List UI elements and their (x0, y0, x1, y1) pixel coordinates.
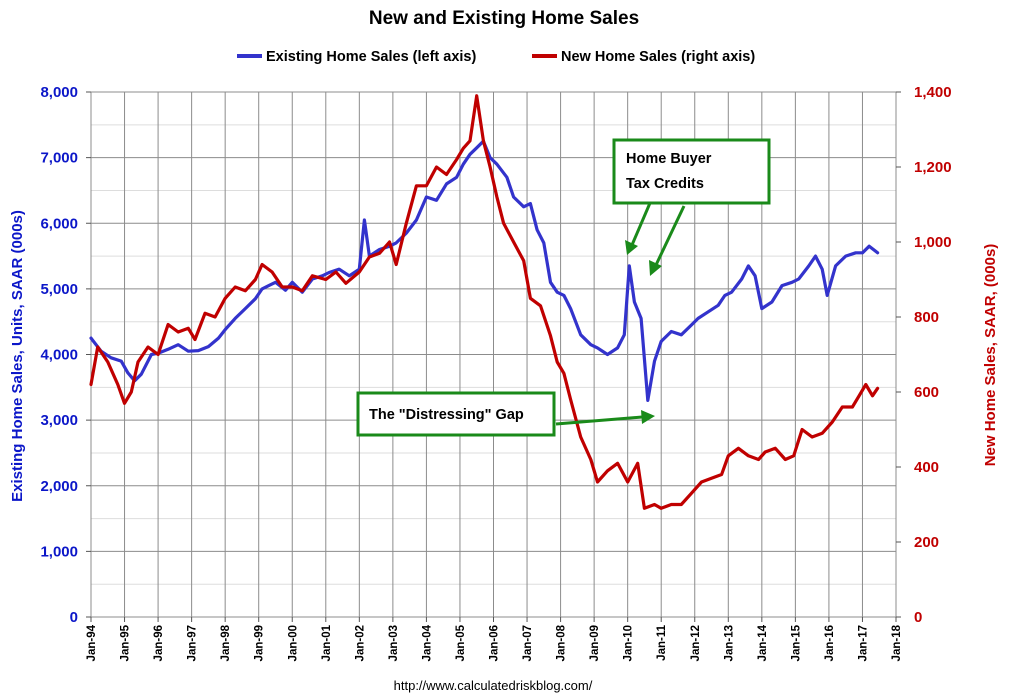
annotation-gap-text: The "Distressing" Gap (369, 407, 524, 423)
left-tick-label: 0 (70, 609, 78, 626)
right-axis-ticks: 0 200 400 600 800 1,000 1,200 1,400 (896, 84, 952, 626)
annotation-box-tax-credits (612, 138, 771, 205)
x-tick-label: Jan-16 (824, 625, 836, 661)
x-tick-label: Jan-13 (723, 625, 735, 661)
annotation-box-gap (356, 391, 556, 437)
annotation-tax-credits-line1: Home Buyer (626, 151, 712, 167)
x-tick-label: Jan-04 (421, 624, 433, 661)
annotation-arrow-gap (555, 415, 643, 426)
series-new-home-sales (89, 94, 880, 510)
x-tick-label: Jan-12 (690, 625, 702, 661)
right-tick-label: 1,400 (914, 84, 952, 101)
legend-label-new: New Home Sales (right axis) (561, 49, 755, 65)
x-tick-label: Jan-06 (489, 625, 501, 661)
x-tick-label: Jan-17 (857, 625, 869, 661)
x-tick-label: Jan-18 (891, 624, 903, 661)
grid (90, 91, 897, 618)
right-tick-label: 1,000 (914, 234, 952, 251)
series-existing-home-sales (89, 139, 880, 402)
legend: Existing Home Sales (left axis) New Home… (237, 49, 755, 65)
x-tick-label: Jan-94 (86, 624, 98, 661)
left-tick-label: 8,000 (40, 84, 78, 101)
series-layer (89, 94, 880, 510)
x-tick-label: Jan-99 (254, 625, 266, 661)
right-tick-label: 1,200 (914, 159, 952, 176)
x-tick-label: Jan-02 (354, 625, 366, 661)
left-tick-label: 7,000 (40, 150, 78, 167)
right-tick-label: 600 (914, 384, 939, 401)
x-tick-label: Jan-03 (388, 625, 400, 661)
left-axis-ticks: 0 1,000 2,000 3,000 4,000 5,000 6,000 7,000 8,00… (40, 84, 91, 626)
annotation-arrowhead-gap (641, 410, 655, 424)
x-tick-label: Jan-00 (287, 625, 299, 661)
left-tick-label: 2,000 (40, 478, 78, 495)
left-tick-label: 3,000 (40, 412, 78, 429)
right-tick-label: 800 (914, 309, 939, 326)
annotation-arrowhead-2 (649, 260, 662, 276)
legend-label-existing: Existing Home Sales (left axis) (266, 49, 476, 65)
x-axis-ticks: Jan-94 Jan-95 Jan-96 Jan-97 Jan-98 Jan-99 Jan-… (86, 617, 903, 661)
right-tick-label: 0 (914, 609, 922, 626)
x-tick-label: Jan-05 (455, 624, 467, 661)
x-tick-label: Jan-96 (153, 625, 165, 661)
annotation-arrow-2 (654, 205, 686, 266)
x-tick-label: Jan-10 (623, 625, 635, 661)
annotation-gap: The "Distressing" Gap (356, 391, 655, 437)
x-tick-label: Jan-15 (790, 624, 802, 661)
x-tick-label: Jan-01 (321, 624, 333, 661)
annotation-tax-credits: Home Buyer Tax Credits (612, 138, 771, 276)
x-tick-label: Jan-08 (556, 624, 568, 661)
x-tick-label: Jan-07 (522, 625, 534, 661)
right-tick-label: 400 (914, 459, 939, 476)
x-tick-label: Jan-11 (656, 624, 668, 660)
x-tick-label: Jan-09 (589, 625, 601, 661)
x-tick-label: Jan-14 (757, 624, 769, 661)
right-axis-label: New Home Sales, SAAR, (000s) (982, 244, 999, 467)
chart-title: New and Existing Home Sales (369, 8, 639, 29)
left-tick-label: 6,000 (40, 215, 78, 232)
x-tick-label: Jan-98 (220, 624, 232, 661)
left-tick-label: 1,000 (40, 543, 78, 560)
source-url: http://www.calculatedriskblog.com/ (394, 678, 593, 693)
left-axis-label: Existing Home Sales, Units, SAAR (000s) (9, 210, 26, 502)
annotation-tax-credits-line2: Tax Credits (626, 176, 704, 192)
left-tick-label: 5,000 (40, 281, 78, 298)
x-tick-label: Jan-97 (187, 625, 199, 661)
left-tick-label: 4,000 (40, 347, 78, 364)
right-tick-label: 200 (914, 534, 939, 551)
x-tick-label: Jan-95 (120, 624, 132, 661)
annotation-arrow-1 (630, 202, 652, 246)
annotation-arrowhead-1 (625, 240, 638, 255)
